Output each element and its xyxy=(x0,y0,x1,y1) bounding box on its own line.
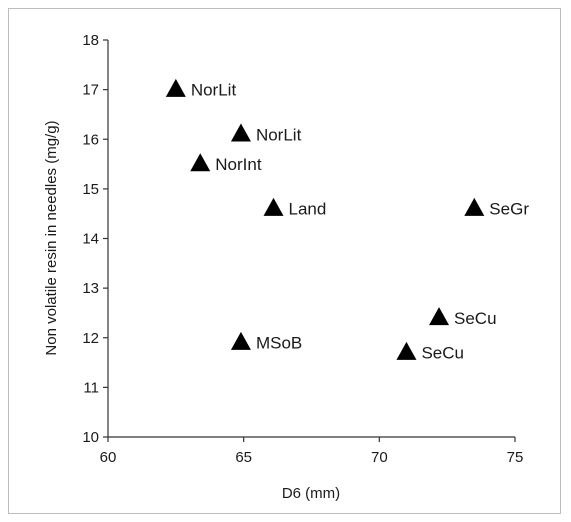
x-axis-title: D6 (mm) xyxy=(282,485,340,502)
data-point-label: SeCu xyxy=(421,344,464,363)
data-point-triangle xyxy=(230,331,251,350)
data-point-label: MSoB xyxy=(256,334,302,353)
data-point-label: NorInt xyxy=(215,155,262,174)
y-tick-label: 14 xyxy=(82,231,99,248)
y-axis-title: Non volatile resin in needles (mg/g) xyxy=(43,120,60,355)
y-tick-label: 18 xyxy=(82,32,99,49)
data-point-triangle xyxy=(396,341,417,360)
data-point-triangle xyxy=(464,197,485,216)
chart-frame xyxy=(8,8,561,514)
y-tick-label: 10 xyxy=(82,429,99,446)
data-points: NorLit NorLit NorInt Land SeGr SeCu MSoB SeCu xyxy=(165,78,529,363)
data-point-triangle xyxy=(190,153,211,172)
data-point-label: SeCu xyxy=(454,309,497,328)
y-tick-label: 17 xyxy=(82,82,99,99)
data-point-triangle xyxy=(165,78,186,97)
data-point-triangle xyxy=(263,197,284,216)
x-tick-label: 75 xyxy=(507,449,524,466)
y-axis-ticks: 10 11 12 13 14 15 16 17 18 xyxy=(82,32,108,446)
y-tick-label: 16 xyxy=(82,131,99,148)
y-tick-label: 13 xyxy=(82,280,99,297)
x-axis-ticks: 60 65 70 75 xyxy=(100,437,524,466)
y-tick-label: 11 xyxy=(83,379,99,396)
data-point-label: NorLit xyxy=(256,125,302,144)
x-tick-label: 60 xyxy=(100,449,117,466)
x-tick-label: 70 xyxy=(371,449,388,466)
data-point-label: Land xyxy=(289,200,327,219)
data-point-label: NorLit xyxy=(191,81,237,100)
y-tick-label: 15 xyxy=(82,181,99,198)
data-point-label: SeGr xyxy=(489,200,529,219)
data-point-triangle xyxy=(429,307,450,326)
x-tick-label: 65 xyxy=(235,449,252,466)
data-point-triangle xyxy=(230,123,251,142)
y-tick-label: 12 xyxy=(82,330,99,347)
